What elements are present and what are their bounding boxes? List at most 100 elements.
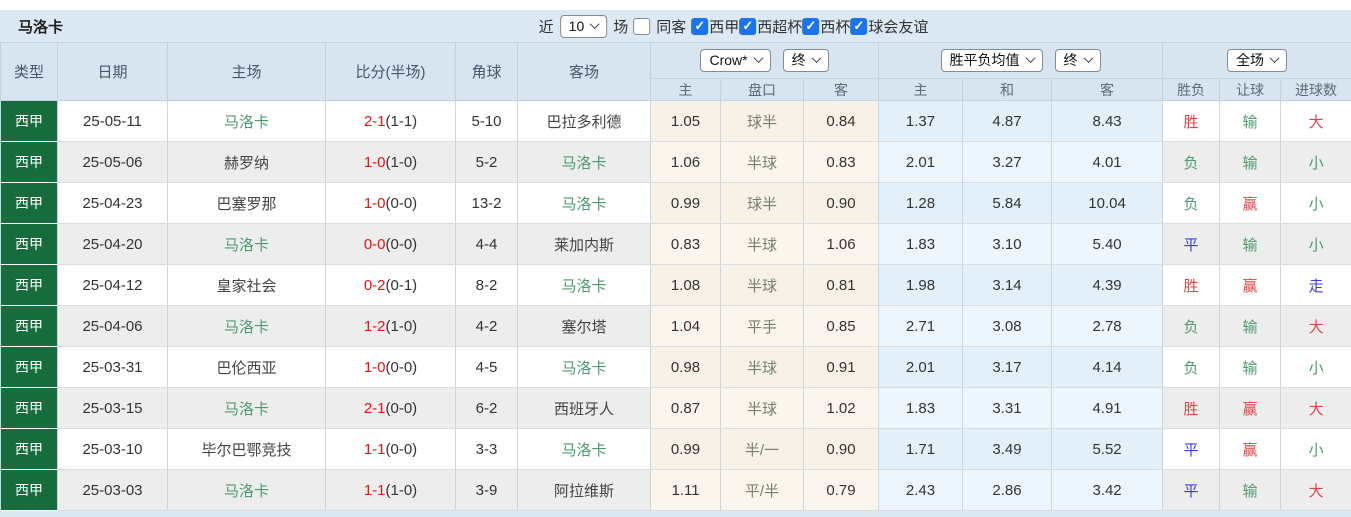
goals-result-cell: 大 xyxy=(1280,469,1351,511)
score-cell: 1-2(1-0) xyxy=(325,305,456,347)
fulltime-score: 0-2 xyxy=(363,276,386,294)
match-row: 西甲 25-04-20 马洛卡 0-0(0-0) 4-4 莱加内斯 0.83 半球 1.06 1.… xyxy=(0,223,1351,265)
chevron-down-icon xyxy=(1083,53,1093,64)
result-scope-select[interactable]: 全场 xyxy=(1227,49,1288,72)
europe-away-odds-cell: 5.40 xyxy=(1051,223,1164,265)
asian-time-select[interactable]: 终 xyxy=(782,49,829,72)
europe-provider-select[interactable]: 胜平负均值 xyxy=(940,49,1043,72)
league-cell: 西甲 xyxy=(0,264,58,306)
competition-label: 西超杯 xyxy=(757,18,803,36)
wdl-result-cell: 胜 xyxy=(1162,100,1221,142)
asian-away-odds-cell: 0.83 xyxy=(802,141,880,183)
away-team-cell: 马洛卡 xyxy=(517,264,651,306)
wdl-result-cell: 胜 xyxy=(1162,387,1221,429)
subcol-result-handicap: 让球 xyxy=(1219,78,1282,101)
league-cell: 西甲 xyxy=(0,305,58,347)
away-team-cell: 马洛卡 xyxy=(517,182,651,224)
date-cell: 25-05-11 xyxy=(57,100,168,142)
europe-provider-value: 胜平负均值 xyxy=(949,52,1020,68)
league-cell: 西甲 xyxy=(0,100,58,142)
chevron-down-icon xyxy=(753,53,764,64)
recent-count-select[interactable]: 10 xyxy=(559,14,608,38)
subcol-asian-home: 主 xyxy=(650,78,721,101)
col-header-type: 类型 xyxy=(0,42,58,101)
date-cell: 25-04-23 xyxy=(57,182,168,224)
halftime-score: (0-0) xyxy=(385,358,418,376)
score-cell: 0-0(0-0) xyxy=(325,223,456,265)
subcol-result-goals: 进球数 xyxy=(1280,78,1351,101)
home-team-cell: 马洛卡 xyxy=(167,223,326,265)
asian-home-odds-cell: 0.99 xyxy=(650,182,721,224)
away-team-cell: 马洛卡 xyxy=(517,346,651,388)
asian-provider-select[interactable]: Crow* xyxy=(700,49,771,72)
europe-draw-odds-cell: 3.10 xyxy=(962,223,1053,265)
competition-checkbox[interactable]: ✓ xyxy=(739,17,757,35)
title-bar: 马洛卡 近 10 场 同客 ✓ 西甲 ✓ 西超杯 ✓ 西杯 ✓ 球会友谊 xyxy=(0,10,1351,42)
asian-home-odds-cell: 1.06 xyxy=(650,141,721,183)
date-cell: 25-03-10 xyxy=(57,428,168,470)
home-team-cell: 毕尔巴鄂竞技 xyxy=(167,428,326,470)
wdl-result-cell: 负 xyxy=(1162,182,1221,224)
table-header-top-row: 类型 日期 主场 比分(半场) 角球 客场 Crow* 终 xyxy=(0,42,1351,101)
match-row: 西甲 25-03-15 马洛卡 2-1(0-0) 6-2 西班牙人 0.87 半球 1.02 1.… xyxy=(0,387,1351,429)
europe-home-odds-cell: 1.37 xyxy=(878,100,964,142)
competition-checkbox[interactable]: ✓ xyxy=(691,17,709,35)
europe-home-odds-cell: 2.71 xyxy=(878,305,964,347)
chevron-down-icon xyxy=(811,53,822,64)
home-team-cell: 皇家社会 xyxy=(167,264,326,306)
recent-count-value: 10 xyxy=(568,17,585,34)
goals-result-cell: 大 xyxy=(1280,387,1351,429)
europe-draw-odds-cell: 3.08 xyxy=(962,305,1053,347)
away-team-cell: 马洛卡 xyxy=(517,141,651,183)
same-away-checkbox[interactable] xyxy=(633,17,651,35)
competition-label: 球会友谊 xyxy=(868,18,929,36)
asian-away-odds-cell: 0.84 xyxy=(802,100,880,142)
league-cell: 西甲 xyxy=(0,428,58,470)
home-team-cell: 马洛卡 xyxy=(167,387,326,429)
asian-odds-group-header: Crow* 终 xyxy=(649,42,880,79)
corners-cell: 8-2 xyxy=(455,264,518,306)
asian-home-odds-cell: 0.83 xyxy=(650,223,721,265)
competition-filter: ✓ 西超杯 xyxy=(739,16,802,37)
league-cell: 西甲 xyxy=(0,141,58,183)
goals-result-cell: 小 xyxy=(1280,223,1351,265)
fulltime-score: 1-0 xyxy=(363,194,386,212)
europe-away-odds-cell: 10.04 xyxy=(1051,182,1164,224)
europe-draw-odds-cell: 3.14 xyxy=(962,264,1053,306)
score-cell: 2-1(0-0) xyxy=(325,387,456,429)
halftime-score: (1-0) xyxy=(385,153,418,171)
score-cell: 2-1(1-1) xyxy=(325,100,456,142)
handicap-result-cell: 输 xyxy=(1219,346,1282,388)
asian-away-odds-cell: 0.90 xyxy=(802,428,880,470)
corners-cell: 5-2 xyxy=(455,141,518,183)
recent-matches-filter: 近 10 场 xyxy=(539,14,628,38)
away-team-cell: 巴拉多利德 xyxy=(517,100,651,142)
score-cell: 1-0(0-0) xyxy=(325,346,456,388)
asian-away-odds-cell: 0.79 xyxy=(802,469,880,511)
col-header-date: 日期 xyxy=(57,42,168,101)
fulltime-score: 1-1 xyxy=(363,440,386,458)
europe-away-odds-cell: 5.52 xyxy=(1051,428,1164,470)
match-row: 西甲 25-03-10 毕尔巴鄂竞技 1-1(0-0) 3-3 马洛卡 0.99 半/一 0.9… xyxy=(0,428,1351,470)
date-cell: 25-03-03 xyxy=(57,469,168,511)
competition-checkbox[interactable]: ✓ xyxy=(850,17,868,35)
same-away-label: 同客 xyxy=(656,18,687,36)
asian-handicap-cell: 平手 xyxy=(720,305,804,347)
goals-result-cell: 大 xyxy=(1280,100,1351,142)
match-row: 西甲 25-03-31 巴伦西亚 1-0(0-0) 4-5 马洛卡 0.98 半球 0.91 2.… xyxy=(0,346,1351,388)
corners-cell: 6-2 xyxy=(455,387,518,429)
halftime-score: (0-0) xyxy=(385,235,418,253)
date-cell: 25-03-15 xyxy=(57,387,168,429)
europe-time-select[interactable]: 终 xyxy=(1054,49,1101,72)
goals-result-cell: 小 xyxy=(1280,428,1351,470)
match-history-table: 类型 日期 主场 比分(半场) 角球 客场 Crow* 终 xyxy=(0,42,1351,511)
league-cell: 西甲 xyxy=(0,223,58,265)
league-cell: 西甲 xyxy=(0,346,58,388)
asian-away-odds-cell: 0.85 xyxy=(802,305,880,347)
asian-home-odds-cell: 0.99 xyxy=(650,428,721,470)
home-team-cell: 巴塞罗那 xyxy=(167,182,326,224)
competition-checkbox[interactable]: ✓ xyxy=(802,17,820,35)
league-cell: 西甲 xyxy=(0,387,58,429)
asian-handicap-cell: 半球 xyxy=(720,223,804,265)
home-team-cell: 赫罗纳 xyxy=(167,141,326,183)
